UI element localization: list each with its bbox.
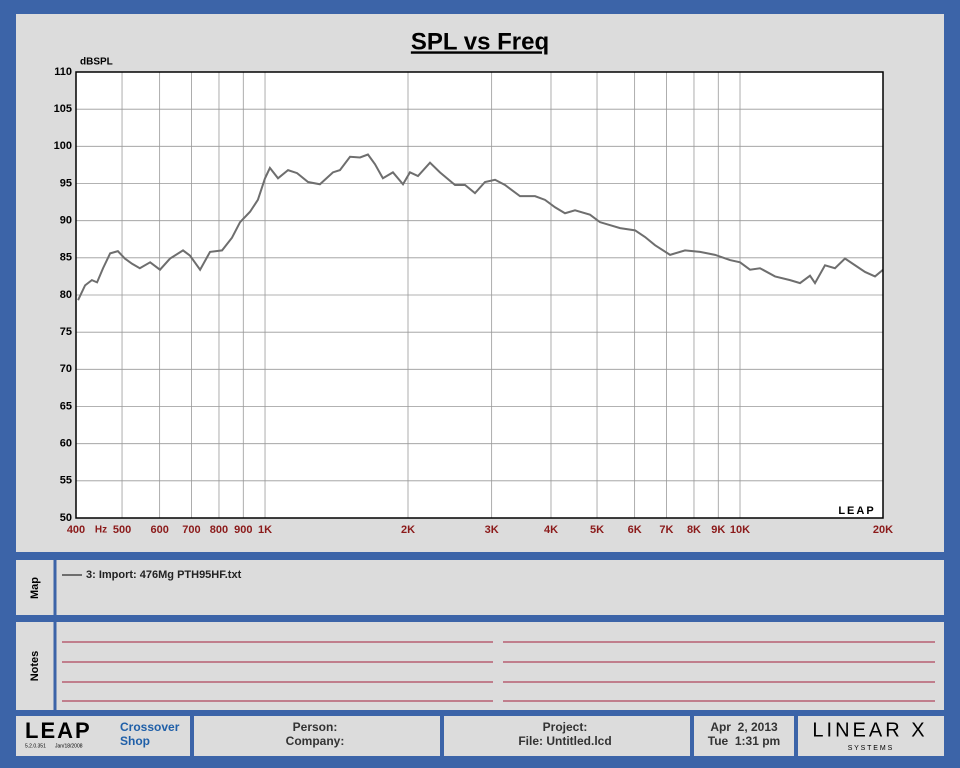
x-tick-label: 900	[234, 524, 252, 536]
y-tick-label: 110	[54, 66, 72, 78]
footer-dividers	[190, 716, 798, 756]
x-tick-label: 1K	[258, 524, 272, 536]
plot-border	[75, 71, 884, 519]
x-tick-label: 5K	[590, 524, 604, 536]
y-tick-label: 70	[60, 363, 72, 375]
y-tick-label: 90	[60, 215, 72, 227]
x-tick-label: 3K	[485, 524, 499, 536]
legend: 3: Import: 476Mg PTH95HF.txt	[62, 569, 242, 581]
map-panel	[16, 560, 944, 615]
y-tick-label: 55	[60, 475, 72, 487]
y-tick-label: 50	[60, 512, 72, 524]
x-unit: Hz	[95, 525, 107, 536]
y-tick-label: 105	[54, 103, 72, 115]
x-tick-label: 500	[113, 524, 131, 536]
x-tick-label: 4K	[544, 524, 558, 536]
x-tick-label: 20K	[873, 524, 893, 536]
footer	[16, 716, 944, 756]
leap-logo: LEAP	[25, 718, 92, 743]
y-tick-label: 65	[60, 400, 72, 412]
y-axis-label: dBSPL	[80, 57, 113, 68]
x-tick-label: 600	[150, 524, 168, 536]
y-tick-label: 100	[54, 140, 72, 152]
x-tick-label: 9K	[711, 524, 725, 536]
brand-sub: S Y S T E M S	[848, 745, 893, 752]
x-tick-label: 6K	[628, 524, 642, 536]
x-tick-label: 400	[67, 524, 85, 536]
build-date: Jan/18/2008	[55, 743, 83, 749]
legend-label: 3: Import: 476Mg PTH95HF.txt	[86, 569, 242, 581]
y-tick-label: 80	[60, 289, 72, 301]
x-tick-label: 800	[210, 524, 228, 536]
person: Person:	[293, 720, 338, 734]
note-lines	[62, 641, 935, 702]
chart-title: SPL vs Freq	[411, 28, 549, 55]
x-tick-label: 10K	[730, 524, 750, 536]
notes-label: Notes	[29, 651, 41, 682]
version: 5.2.0.351	[25, 743, 46, 749]
watermark: LEAP	[838, 505, 875, 517]
brand: LINEAR X	[812, 719, 927, 741]
map-label: Map	[29, 577, 41, 599]
y-tick-label: 75	[60, 326, 72, 338]
file: File: Untitled.lcd	[518, 734, 611, 748]
date: Apr 2, 2013	[710, 720, 778, 734]
y-tick-label: 95	[60, 177, 72, 189]
y-tick-label: 60	[60, 438, 72, 450]
company-name: Crossover	[120, 720, 180, 734]
x-tick-label: 7K	[659, 524, 673, 536]
company-name: Shop	[120, 734, 150, 748]
data-line	[77, 153, 884, 301]
x-tick-label: 700	[182, 524, 200, 536]
x-tick-label: 2K	[401, 524, 415, 536]
time: Tue 1:31 pm	[708, 734, 780, 748]
plot	[77, 153, 884, 301]
x-tick-label: 8K	[687, 524, 701, 536]
y-tick-label: 85	[60, 252, 72, 264]
grid: 50 55 60 65 70 75 80 85 90 95 100 105 110 400 500 600 70…	[54, 66, 894, 536]
notes-panel	[16, 622, 944, 710]
project: Project:	[543, 720, 588, 734]
company: Company:	[286, 734, 345, 748]
